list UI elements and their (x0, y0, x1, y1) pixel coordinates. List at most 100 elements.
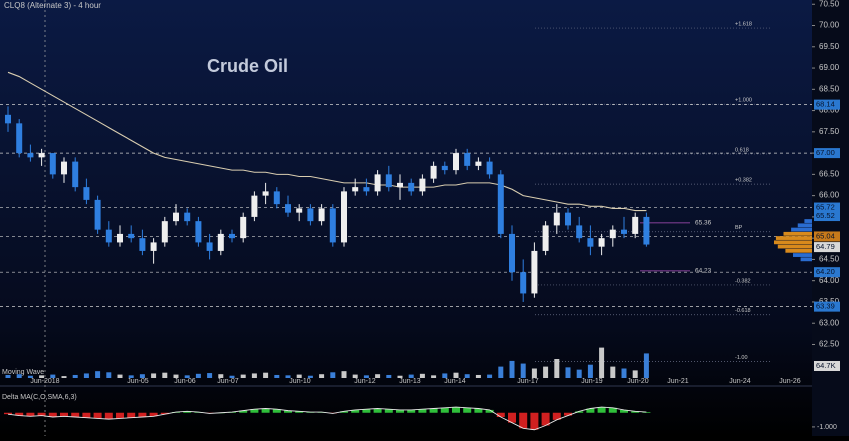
volume-bar (375, 374, 381, 378)
volume-bar (50, 374, 56, 378)
indicator-bar (463, 407, 472, 413)
fib-label: -0.382 (735, 278, 751, 284)
indicator-bar (239, 410, 248, 413)
candle-body (397, 182, 403, 188)
candle-body (553, 212, 560, 226)
fib-label: -1.00 (735, 355, 748, 361)
x-tick-label: Jun-12 (354, 378, 376, 385)
volume-bar (83, 373, 89, 378)
indicator-bar (586, 408, 595, 413)
candle-body (16, 123, 23, 154)
volume-bar (296, 374, 302, 378)
volume-bar (117, 374, 123, 378)
volume-bar (27, 375, 33, 378)
candle-body (441, 165, 448, 171)
candle-body (453, 153, 459, 171)
volume-bar (16, 374, 22, 378)
indicator-bar (351, 409, 360, 413)
x-tick-label: Jun-05 (127, 378, 149, 385)
x-tick-label: Jun-07 (217, 378, 239, 385)
indicator-bar (250, 409, 259, 413)
indicator-bar (496, 412, 505, 417)
indicator-bar (597, 407, 606, 413)
indicator-bar (4, 412, 12, 415)
x-tick-label: Jun-13 (399, 378, 421, 385)
candle-body (531, 250, 538, 294)
volume-bar (520, 363, 526, 378)
volume-bar (487, 374, 493, 378)
candle-body (374, 174, 381, 192)
volume-bar (218, 374, 224, 378)
volume-profile-bar (800, 257, 812, 262)
fib-label: +0.382 (735, 178, 752, 184)
volume-profile-bar (797, 223, 812, 228)
candle-body (576, 225, 583, 239)
indicator-tick-label: -1.000 (817, 424, 837, 431)
annotation: Crude Oil (207, 56, 288, 76)
candle-body (217, 233, 224, 251)
indicator-bar (384, 409, 393, 413)
level-label: 68.14 (816, 100, 835, 109)
volume-last-label: 64.7K (816, 361, 836, 370)
level-box (814, 99, 840, 110)
candle-body (5, 114, 11, 124)
indicator-bar (149, 412, 158, 417)
indicator-line (7, 406, 647, 431)
level-box (814, 211, 840, 222)
x-tick-label: Jun-06 (174, 378, 196, 385)
y-tick-label: 69.00 (819, 63, 840, 72)
candle-body (632, 216, 639, 234)
volume-bar (599, 347, 605, 378)
volume-profile-bar (804, 219, 812, 223)
candle-body (61, 161, 67, 175)
indicator-bar (272, 409, 281, 413)
volume-bar (274, 374, 280, 378)
volume-bar (5, 374, 11, 378)
candle-body (173, 212, 179, 222)
volume-bar (39, 375, 45, 378)
indicator-bar (575, 411, 584, 413)
indicator-bar (340, 411, 348, 413)
annotation-label: 64.23 (695, 268, 712, 275)
volume-profile-bar (775, 236, 812, 240)
candle-body (38, 153, 45, 158)
indicator-bar (508, 412, 516, 423)
indicator-bar (564, 412, 572, 416)
volume-bar (431, 375, 437, 378)
level-label: 65.52 (816, 211, 835, 220)
volume-bar (419, 373, 425, 378)
indicator-bar (26, 412, 35, 417)
indicator-bar (396, 409, 404, 413)
candle-body (273, 191, 280, 205)
volume-bar (106, 372, 112, 378)
volume-bar (184, 375, 190, 378)
volume-profile-bar (774, 240, 812, 245)
indicator-bar (48, 412, 57, 417)
volume-bar (151, 373, 157, 378)
volume-bar (464, 374, 470, 378)
level-box (814, 242, 840, 253)
volume-bar (330, 372, 336, 378)
level-box (814, 202, 840, 213)
y-tick-label: 66.00 (819, 191, 840, 200)
candle-body (408, 182, 415, 192)
indicator-bar (362, 409, 371, 413)
candle-body (509, 233, 515, 273)
level-box (814, 301, 840, 312)
candle-body (609, 229, 616, 239)
volume-bar (95, 371, 101, 378)
indicator-bar (261, 408, 270, 413)
volume-bar (397, 375, 403, 378)
candle-body (195, 221, 202, 243)
volume-title: Moving Wave (2, 369, 44, 376)
indicator-bar (620, 409, 628, 413)
volume-bar (207, 373, 213, 378)
candle-body (318, 208, 325, 222)
candle-body (307, 208, 314, 222)
candle-body (262, 191, 269, 196)
indicator-bar (440, 407, 449, 413)
indicator-bar (429, 408, 438, 413)
indicator-bar (60, 412, 68, 417)
candle-body (161, 221, 168, 243)
candle-body (94, 199, 101, 230)
